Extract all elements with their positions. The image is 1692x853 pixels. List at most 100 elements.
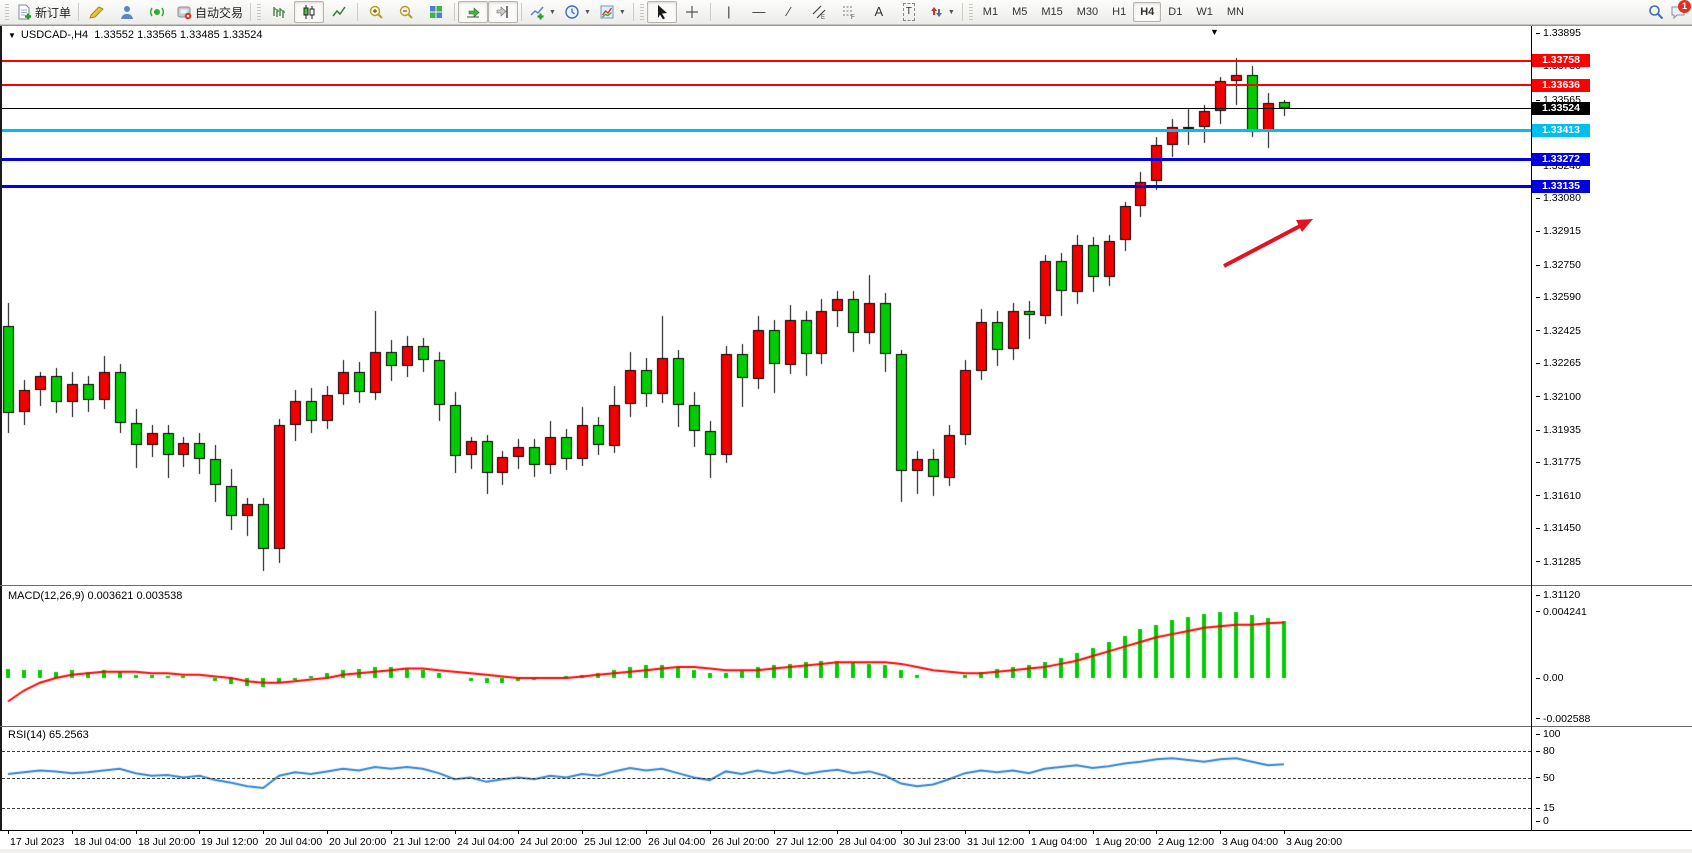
rsi-axis-tick: 15 (1536, 802, 1555, 814)
horizontal-line-button[interactable]: — (744, 1, 774, 23)
arrows-button[interactable]: ▼ (924, 1, 959, 23)
auto-scroll-button[interactable] (458, 1, 489, 23)
horizontal-line-1.33524[interactable] (2, 108, 1531, 109)
chart-title: ▼ USDCAD-,H4 1.33552 1.33565 1.33485 1.33… (8, 29, 263, 41)
timeframe-button-mn[interactable]: MN (1226, 6, 1244, 18)
timeframe-button-h1[interactable]: H1 (1112, 6, 1127, 18)
price-chart-panel[interactable]: ▼ USDCAD-,H4 1.33552 1.33565 1.33485 1.33… (0, 26, 1692, 601)
rsi-axis-tick: 100 (1536, 728, 1561, 740)
time-axis-tick (646, 831, 647, 834)
chart-shift-button[interactable] (488, 1, 519, 23)
price-axis-tick: 1.33080 (1536, 192, 1581, 204)
rsi-panel[interactable]: RSI(14) 65.2563 (0, 727, 1692, 830)
cursor-button[interactable] (646, 1, 677, 23)
time-axis-label: 20 Jul 20:00 (329, 836, 387, 848)
line-chart-button[interactable] (324, 1, 354, 23)
autotrading-label: 自动交易 (195, 5, 244, 20)
timeframe-button-m1[interactable]: M1 (982, 6, 999, 18)
periods-button[interactable]: ▼ (560, 1, 595, 23)
rsi-value: 65.2563 (48, 729, 89, 741)
time-axis-tick (1284, 831, 1285, 834)
metaeditor-button[interactable] (82, 1, 112, 23)
toolbar-separator (632, 3, 634, 21)
timeframe-button-m30[interactable]: M30 (1076, 6, 1099, 18)
text-button[interactable]: A (864, 1, 894, 23)
window-bottom-strip (0, 849, 1692, 853)
strategy-tester-button[interactable] (112, 1, 142, 23)
notifications-button[interactable]: 1 (1670, 0, 1691, 20)
horizontal-line-1.33135[interactable] (2, 185, 1531, 188)
search-icon[interactable] (1648, 4, 1664, 20)
toolbar-grip (5, 4, 9, 20)
panel-separator[interactable] (0, 726, 1692, 727)
signals-button[interactable] (142, 1, 172, 23)
horizontal-line-1.33272[interactable] (2, 158, 1531, 161)
horizontal-line-1.33636[interactable] (2, 84, 1531, 86)
chart-shift-marker-icon[interactable]: ▼ (1210, 27, 1219, 37)
new-order-label: 新订单 (35, 5, 72, 20)
horizontal-line-1.33758[interactable] (2, 60, 1531, 62)
templates-button[interactable]: ▼ (595, 1, 630, 23)
zoom-out-icon (399, 5, 413, 19)
candlestick-chart-button[interactable] (294, 1, 325, 23)
toolbar-separator (521, 3, 523, 21)
indicators-button[interactable]: ▼ (525, 1, 560, 23)
metaeditor-icon (89, 6, 104, 19)
window-collapse-icon[interactable]: ▼ (8, 31, 16, 40)
trendline-button[interactable]: ∕ (774, 1, 804, 23)
vertical-line-button[interactable]: | (714, 1, 744, 23)
time-axis-label: 25 Jul 12:00 (584, 836, 642, 848)
time-axis-label: 26 Jul 20:00 (712, 836, 770, 848)
macd-panel[interactable]: MACD(12,26,9) 0.003621 0.003538 (0, 586, 1692, 725)
time-axis-label: 2 Aug 12:00 (1158, 836, 1215, 848)
rsi-axis-tick: 80 (1536, 745, 1555, 757)
vertical-line-icon: | (727, 4, 731, 19)
time-axis-tick (72, 831, 73, 834)
bar-chart-button[interactable] (264, 1, 294, 23)
zoom-out-button[interactable] (391, 1, 421, 23)
rsi-level-15 (2, 808, 1531, 809)
text-label-button[interactable]: T (894, 1, 924, 23)
price-tag-1.33413: 1.33413 (1532, 124, 1590, 137)
time-axis-tick (1093, 831, 1094, 834)
toolbar-grip (639, 4, 644, 20)
symbol-period-label: USDCAD-,H4 (20, 29, 89, 41)
channel-button[interactable]: E (804, 1, 834, 23)
time-axis-label: 30 Jul 23:00 (903, 836, 961, 848)
fibonacci-button[interactable]: F (834, 1, 864, 23)
toolbar-separator (709, 3, 711, 21)
toolbar-grip (257, 4, 262, 20)
toolbar-grip (968, 4, 973, 20)
autotrading-button[interactable]: 自动交易 (172, 1, 247, 23)
zoom-in-button[interactable] (361, 1, 391, 23)
timeframe-button-m15[interactable]: M15 (1041, 6, 1063, 18)
time-axis-label: 24 Jul 04:00 (457, 836, 515, 848)
time-axis-label: 3 Aug 20:00 (1286, 836, 1343, 848)
time-axis-tick (263, 831, 264, 834)
new-order-button[interactable]: 新订单 (12, 1, 75, 23)
time-axis-tick (774, 831, 775, 834)
auto-scroll-icon (467, 7, 480, 18)
tile-windows-button[interactable] (421, 1, 451, 23)
price-tag-1.33636: 1.33636 (1532, 79, 1590, 92)
crosshair-button[interactable] (677, 1, 707, 23)
time-axis[interactable]: 17 Jul 2023 18 Jul 04:00 18 Jul 20:00 19 Ju… (0, 830, 1692, 850)
trend-arrow-annotation[interactable] (1218, 209, 1320, 275)
price-axis-tick: 1.31610 (1536, 490, 1581, 502)
toolbar-separator (454, 3, 456, 21)
horizontal-line-1.33413[interactable] (2, 129, 1531, 132)
time-axis-tick (8, 831, 9, 834)
templates-icon (600, 5, 614, 19)
timeframe-button-d1[interactable]: D1 (1168, 6, 1183, 18)
rsi-label: RSI(14) 65.2563 (8, 729, 89, 741)
time-axis-tick (837, 831, 838, 834)
price-axis-tick: 1.32750 (1536, 259, 1581, 271)
svg-text:E: E (821, 15, 825, 20)
panel-separator[interactable] (0, 585, 1692, 586)
notification-badge: 1 (1678, 0, 1691, 13)
time-axis-label: 20 Jul 04:00 (265, 836, 323, 848)
timeframe-button-h4[interactable]: H4 (1133, 2, 1162, 22)
price-tag-1.33758: 1.33758 (1532, 54, 1590, 67)
timeframe-button-m5[interactable]: M5 (1012, 6, 1028, 18)
timeframe-button-w1[interactable]: W1 (1196, 6, 1213, 18)
